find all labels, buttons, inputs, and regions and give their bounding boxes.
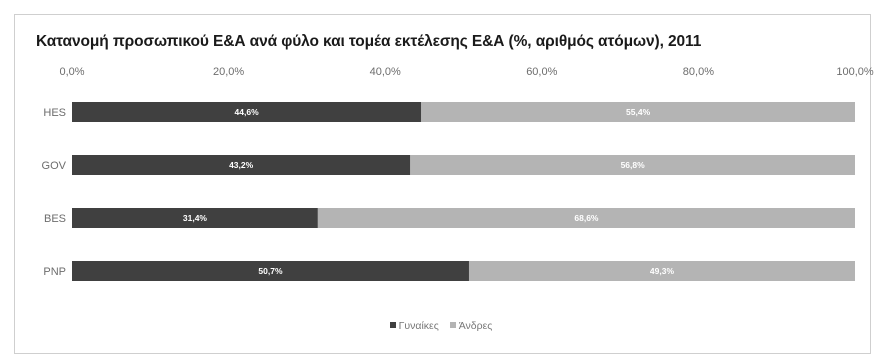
bar-chart: 0,0% 20,0% 40,0% 60,0% 80,0% 100,0% HES GOV BES… [42,66,874,281]
legend: Γυναίκες Άνδρες [0,320,882,332]
x-tick-label: 40,0% [370,66,401,78]
data-labels: 44,6% 55,4% 43,2% 56,8% 31,4% 68,6% 50,7% 49,3% [183,107,675,276]
bar-women [72,261,469,281]
data-label-men: 49,3% [650,266,675,276]
category-axis-labels: HES GOV BES PNP [42,107,67,278]
legend-swatch-women [389,322,396,328]
legend-item-men: Άνδρες [449,320,493,332]
data-label-women: 50,7% [258,266,283,276]
bar-men [410,155,855,175]
x-tick-label: 80,0% [683,66,714,78]
data-label-women: 44,6% [235,107,260,117]
data-label-men: 56,8% [621,160,646,170]
chart-title: Κατανομή προσωπικού Ε&Α ανά φύλο και τομ… [36,33,702,50]
category-label: HES [43,107,66,119]
x-tick-label: 60,0% [526,66,557,78]
category-label: PNP [43,266,66,278]
x-tick-label: 20,0% [213,66,244,78]
bar-men [421,102,855,122]
category-label: BES [44,213,66,225]
x-tick-label: 100,0% [836,66,874,78]
bars [72,102,855,281]
x-axis-tick-labels: 0,0% 20,0% 40,0% 60,0% 80,0% 100,0% [59,66,873,78]
bar-women [72,155,411,175]
legend-swatch-men [449,322,456,328]
bar-women [72,102,422,122]
data-label-men: 55,4% [626,107,651,117]
data-label-men: 68,6% [574,213,599,223]
x-tick-label: 0,0% [59,66,84,78]
legend-label-men: Άνδρες [458,320,493,332]
data-label-women: 43,2% [229,160,254,170]
bar-women [72,208,318,228]
data-label-women: 31,4% [183,213,208,223]
legend-item-women: Γυναίκες [389,320,439,332]
legend-label-women: Γυναίκες [398,320,439,332]
bar-men [468,261,855,281]
chart-frame [14,14,871,354]
category-label: GOV [42,160,67,172]
bar-men [317,208,855,228]
